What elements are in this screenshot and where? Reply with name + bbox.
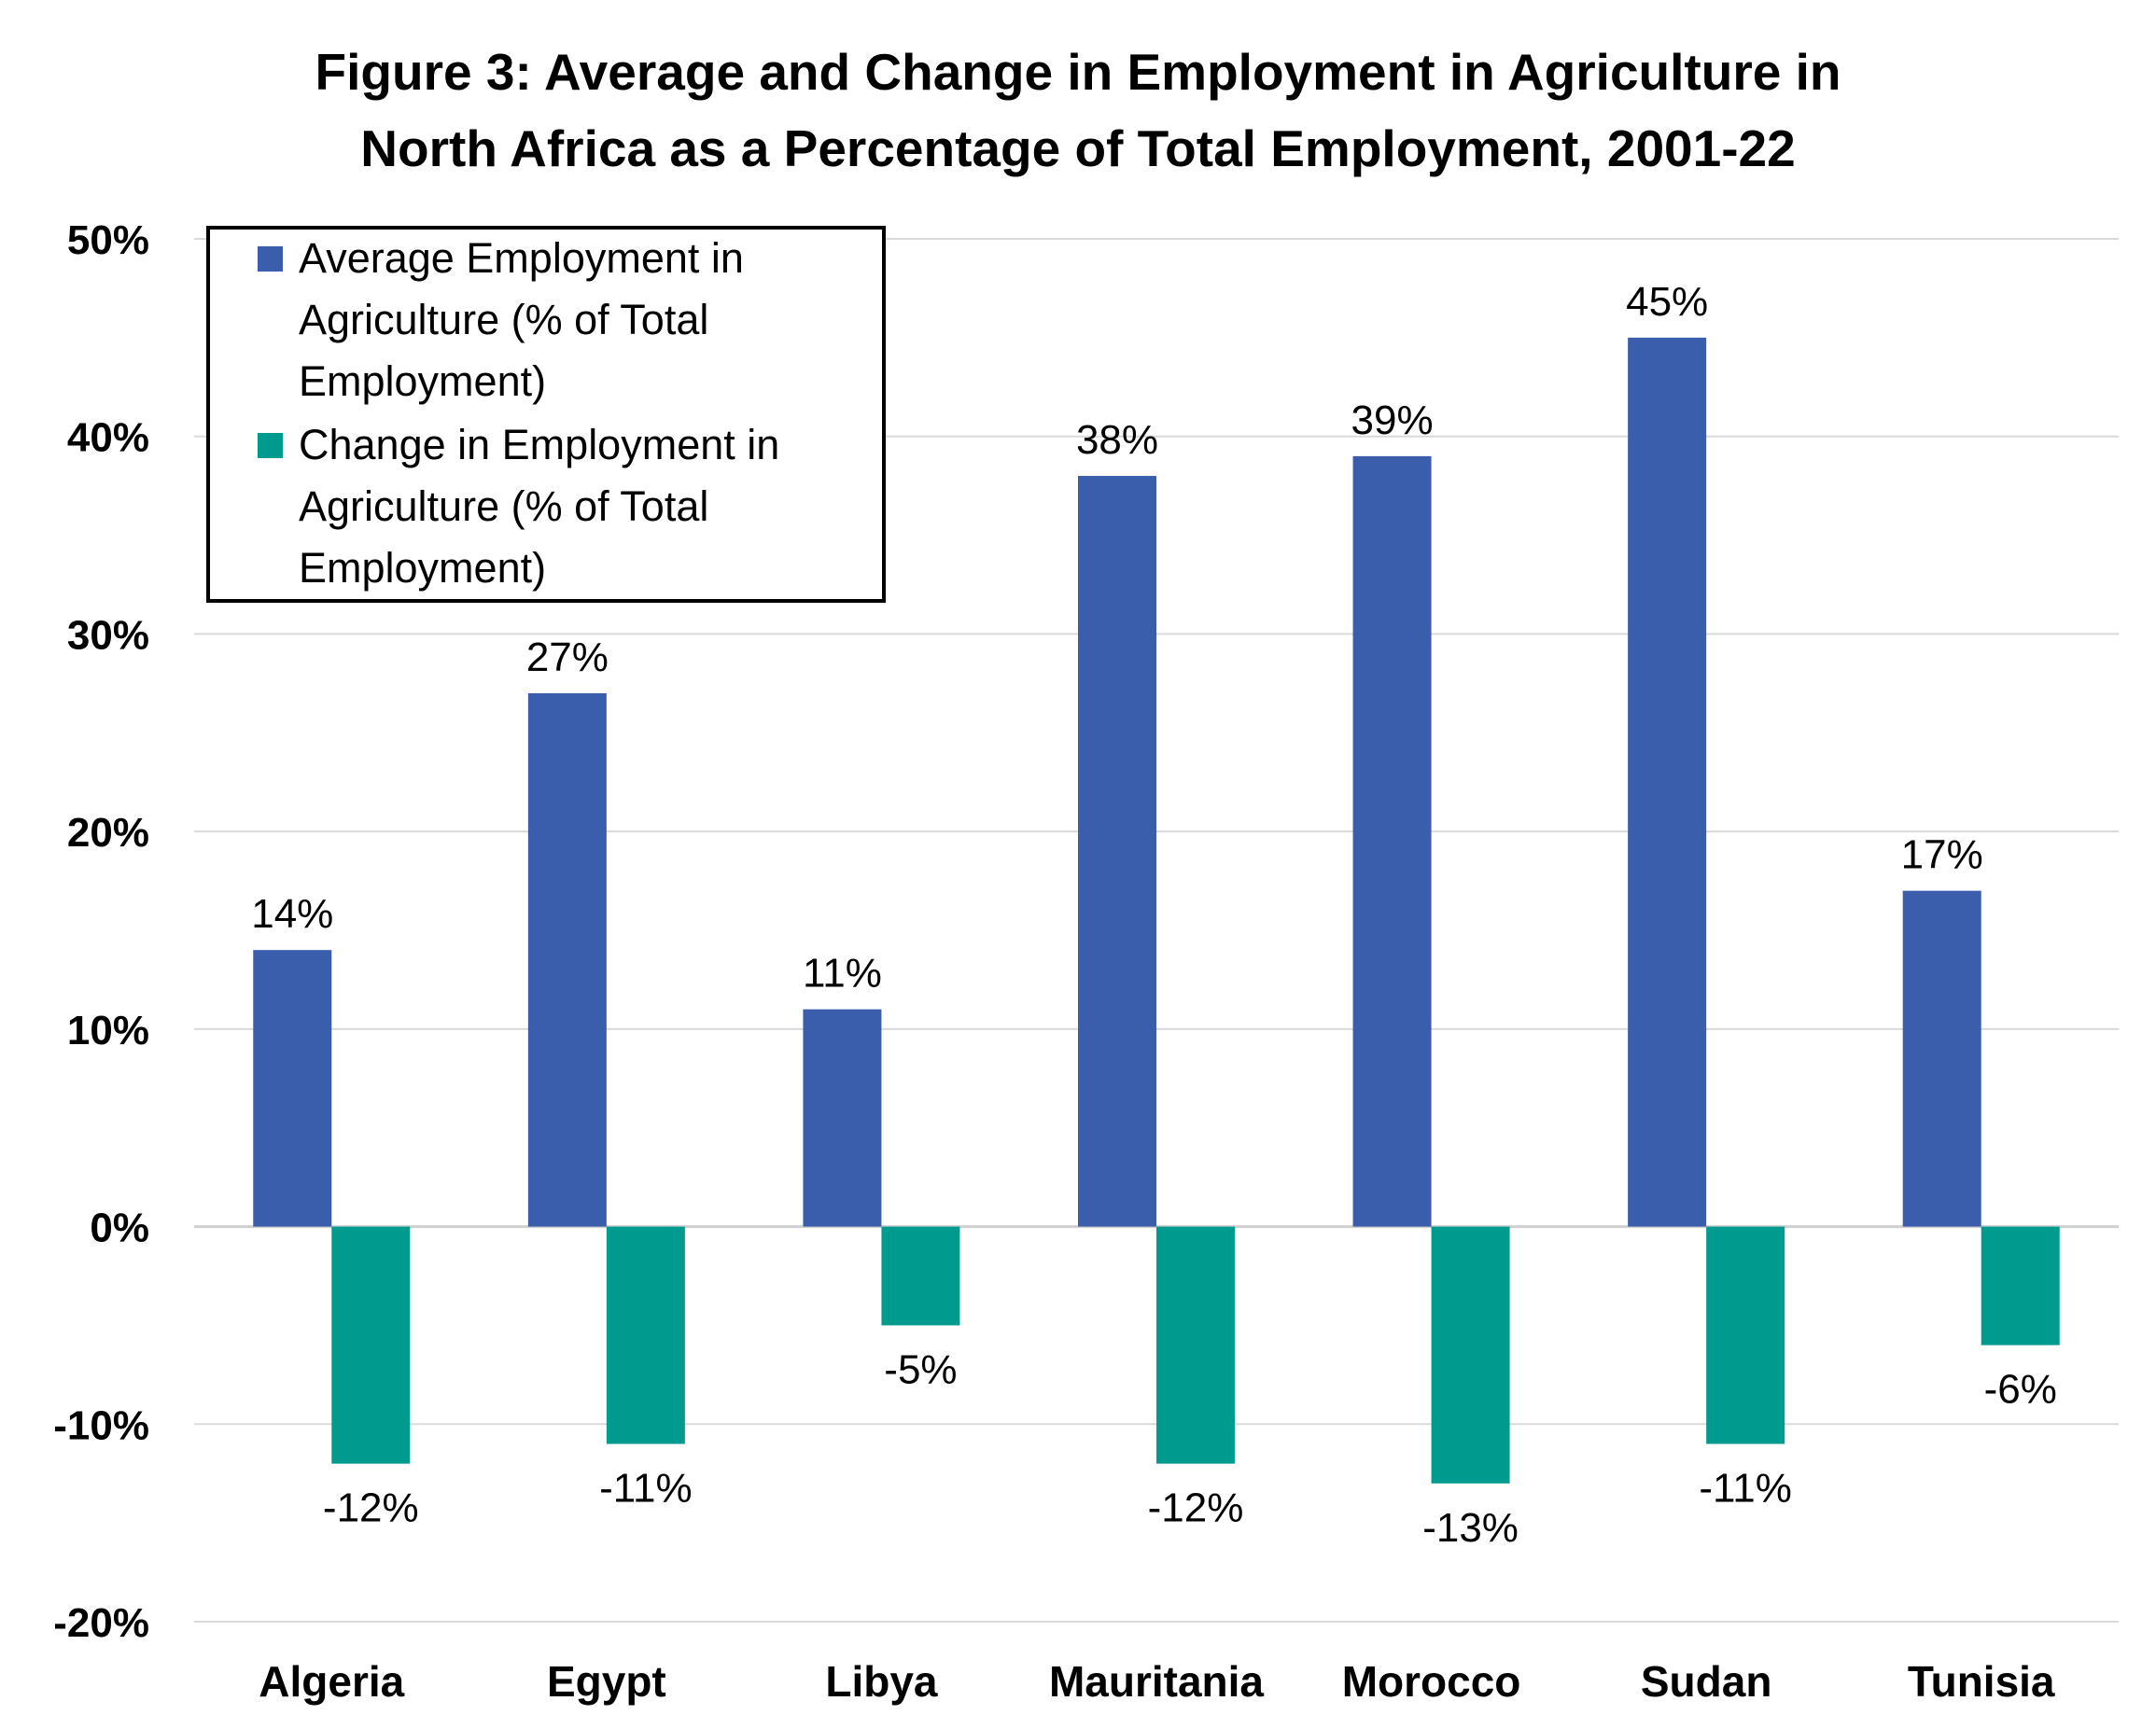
bar-average-employment (253, 950, 332, 1227)
data-labels: 14% -12% 27% -11% 11% -5% 38% -12% 39% -13% 45% -11… (251, 279, 2057, 1551)
x-tick-label: Libya (825, 1657, 938, 1706)
data-label: 14% (251, 891, 333, 937)
data-label: -12% (323, 1485, 419, 1531)
chart-title: Figure 3: Average and Change in Employme… (315, 43, 1841, 177)
data-label: 45% (1626, 279, 1708, 325)
bar-average-employment (803, 1009, 882, 1227)
legend-swatch-average (258, 246, 283, 272)
y-tick-label: 10% (67, 1008, 149, 1053)
legend-label-change-2: Agriculture (% of Total (299, 482, 708, 530)
legend-label-average-2: Agriculture (% of Total (299, 296, 708, 343)
x-tick-label: Tunisia (1908, 1657, 2055, 1706)
y-tick-label: 50% (67, 217, 149, 263)
bar-change-employment (331, 1226, 411, 1464)
bars (253, 337, 2060, 1484)
data-label: 27% (526, 634, 609, 680)
data-label: -11% (1699, 1465, 1791, 1511)
bar-change-employment (1706, 1226, 1785, 1444)
y-tick-label: 0% (90, 1206, 149, 1251)
data-label: 38% (1076, 417, 1158, 463)
y-tick-label: 20% (67, 810, 149, 856)
bar-average-employment (1352, 455, 1432, 1227)
data-label: 39% (1351, 397, 1434, 443)
y-tick-label: -20% (53, 1600, 149, 1646)
x-tick-label: Mauritania (1049, 1657, 1264, 1706)
x-tick-label: Egypt (547, 1657, 666, 1706)
data-label: -6% (1984, 1367, 2057, 1413)
bar-average-employment (1628, 337, 1707, 1227)
legend-label-average-1: Average Employment in (299, 234, 744, 282)
bar-average-employment (1902, 890, 1981, 1227)
bar-change-employment (1981, 1226, 2060, 1346)
data-label: -12% (1148, 1485, 1244, 1531)
legend-label-change-3: Employment) (299, 544, 546, 592)
data-label: -5% (884, 1346, 957, 1392)
y-axis-ticks: 50% 40% 30% 20% 10% 0% -10% -20% (53, 217, 149, 1646)
y-tick-label: -10% (53, 1402, 149, 1448)
legend-label-average-3: Employment) (299, 357, 546, 405)
y-tick-label: 30% (67, 612, 149, 658)
chart-title-line-2: North Africa as a Percentage of Total Em… (360, 119, 1795, 177)
bar-change-employment (1431, 1226, 1510, 1484)
bar-average-employment (1078, 476, 1156, 1227)
data-label: -11% (599, 1465, 692, 1511)
legend-swatch-change (258, 433, 283, 458)
chart-title-line-1: Figure 3: Average and Change in Employme… (315, 43, 1841, 101)
bar-average-employment (527, 692, 607, 1227)
bar-change-employment (1156, 1226, 1235, 1464)
x-tick-label: Algeria (259, 1657, 404, 1706)
data-label: 17% (1901, 832, 1983, 878)
legend: Average Employment in Agriculture (% of … (206, 226, 886, 603)
y-tick-label: 40% (67, 415, 149, 461)
x-tick-label: Morocco (1342, 1657, 1521, 1706)
x-tick-label: Sudan (1641, 1657, 1772, 1706)
data-label: -13% (1422, 1505, 1519, 1551)
bar-change-employment (881, 1226, 960, 1326)
bar-change-employment (606, 1226, 685, 1444)
x-axis-ticks: Algeria Egypt Libya Mauritania Morocco Sudan T… (259, 1657, 2055, 1706)
legend-label-change-1: Change in Employment in (299, 421, 779, 468)
data-label: 11% (803, 951, 882, 997)
legend-box (206, 226, 886, 603)
